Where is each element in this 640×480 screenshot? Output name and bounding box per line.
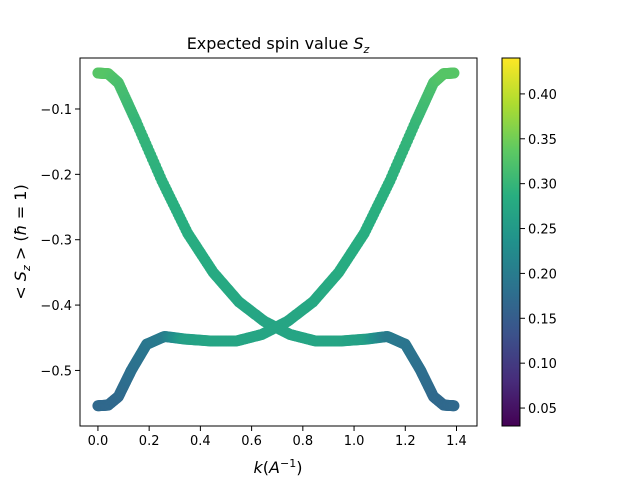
colorbar-tick-label: 0.05 [528, 402, 557, 417]
y-tick-label: −0.2 [40, 168, 72, 183]
colorbar-tick-label: 0.15 [528, 312, 557, 327]
y-tick-label: −0.1 [40, 103, 72, 118]
chart-title: Expected spin value Sz [187, 34, 370, 56]
data-point [448, 67, 460, 79]
x-axis-label: k(A−1) [254, 457, 303, 477]
colorbar-tick-label: 0.35 [528, 133, 557, 148]
x-axis: 0.0 0.2 0.4 0.6 0.8 1.0 1.2 1.4 [88, 426, 467, 449]
x-tick-label: 0.4 [190, 434, 211, 449]
y-tick-label: −0.4 [40, 299, 72, 314]
colorbar-tick-label: 0.20 [528, 267, 557, 282]
x-tick-label: 1.0 [344, 434, 365, 449]
plot-area [92, 67, 460, 412]
x-tick-label: 0.6 [241, 434, 262, 449]
colorbar-tick-label: 0.25 [528, 223, 557, 238]
y-tick-label: −0.5 [40, 364, 72, 379]
x-tick-label: 1.4 [446, 434, 467, 449]
data-point [448, 400, 460, 412]
x-tick-label: 0.8 [292, 434, 313, 449]
x-tick-label: 0.0 [88, 434, 109, 449]
colorbar-tick-label: 0.10 [528, 357, 557, 372]
colorbar-axis: 0.05 0.10 0.15 0.20 0.25 0.30 0.35 0.40 [520, 88, 557, 417]
x-tick-label: 0.2 [139, 434, 160, 449]
colorbar-tick-label: 0.40 [528, 88, 557, 103]
y-axis: −0.5 −0.4 −0.3 −0.2 −0.1 [40, 103, 80, 379]
y-tick-label: −0.3 [40, 234, 72, 249]
colorbar-tick-label: 0.30 [528, 178, 557, 193]
colorbar [501, 57, 521, 427]
y-axis-label: < Sz > (ħ = 1) [11, 184, 33, 299]
plot-frame [79, 57, 478, 427]
x-tick-label: 1.2 [395, 434, 416, 449]
